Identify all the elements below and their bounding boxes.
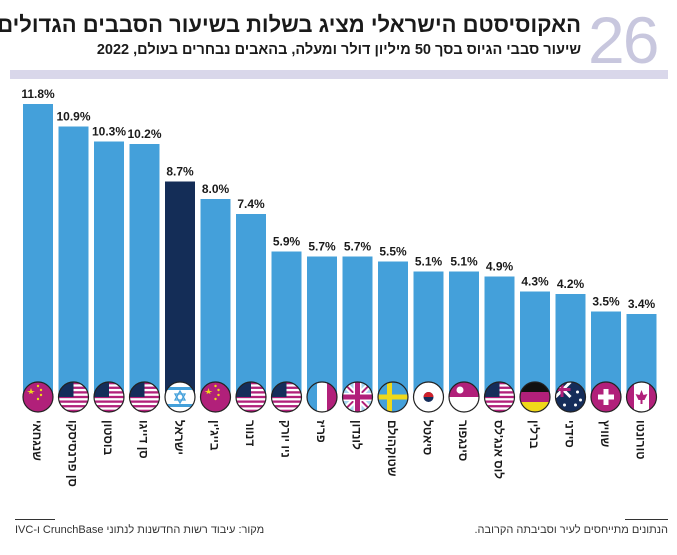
- value-label: 5.1%: [415, 255, 443, 269]
- australia-flag-icon: [554, 381, 587, 413]
- bar: [413, 271, 444, 399]
- value-label: 11.8%: [21, 87, 55, 101]
- usa-flag-icon: [57, 381, 90, 413]
- bar: [449, 271, 479, 399]
- note-divider: [625, 519, 668, 520]
- usa-flag-icon: [128, 381, 161, 413]
- header-band: [10, 70, 668, 79]
- south-korea-flag-icon: [412, 381, 445, 413]
- bar: [484, 276, 515, 399]
- bar: [129, 144, 160, 399]
- category-label: בוסטון: [101, 420, 115, 456]
- usa-flag-icon: [270, 381, 303, 413]
- footnote: הנתונים מתייחסים לעיר וסביבתה הקרובה.: [474, 524, 668, 536]
- figure-number: 26: [588, 3, 659, 77]
- value-label: 3.4%: [628, 297, 656, 311]
- china-flag-icon: [199, 381, 232, 413]
- bar: [520, 291, 550, 399]
- category-label: טורונטו: [633, 420, 648, 460]
- canada-flag-icon: [625, 381, 658, 413]
- category-label: סידני: [562, 420, 577, 448]
- value-label: 5.7%: [344, 240, 372, 254]
- singapore-flag-icon: [448, 381, 480, 413]
- israel-flag-icon: [164, 381, 196, 413]
- value-label: 5.7%: [308, 240, 336, 254]
- category-label: סן דייגו: [136, 420, 151, 459]
- bar: [236, 214, 266, 399]
- value-label: 8.7%: [166, 165, 194, 179]
- value-label: 5.1%: [450, 255, 478, 269]
- category-label: סינגפור: [456, 420, 470, 462]
- category-label: סיאטל: [420, 420, 435, 456]
- value-label: 4.2%: [557, 277, 585, 291]
- bar: [200, 199, 231, 399]
- chart-title: האקוסיסטם הישראלי מציג בשלות בשיעור הסבב…: [0, 12, 581, 37]
- chart-subtitle: שיעור סבבי הגיוס בסך 50 מיליון דולר ומעל…: [96, 42, 581, 58]
- value-label: 7.4%: [237, 197, 265, 211]
- bar: [94, 141, 124, 399]
- usa-flag-icon: [483, 381, 516, 413]
- bar: [165, 181, 195, 399]
- category-label: שנגחאי: [30, 420, 44, 461]
- category-label: ישראל: [172, 420, 186, 456]
- category-label: לוס אנג'לס: [491, 420, 506, 480]
- value-label: 10.2%: [127, 127, 161, 141]
- china-flag-icon: [22, 381, 54, 413]
- category-label: ניו יורק: [278, 420, 293, 458]
- bar: [378, 261, 408, 399]
- switzerland-flag-icon: [590, 381, 622, 413]
- bar: [23, 104, 53, 399]
- value-label: 10.3%: [92, 125, 126, 139]
- bar: [342, 256, 373, 399]
- category-label: פריז: [314, 420, 328, 443]
- germany-flag-icon: [519, 381, 551, 413]
- uk-flag-icon: [341, 381, 374, 413]
- bar: [271, 251, 302, 399]
- category-label: ברלין: [527, 420, 541, 449]
- value-label: 5.9%: [273, 235, 301, 249]
- usa-flag-icon: [235, 381, 267, 413]
- category-label: בייג'ין: [207, 420, 222, 451]
- value-label: 4.3%: [521, 275, 549, 289]
- source-divider: [15, 519, 55, 520]
- value-label: 3.5%: [592, 295, 620, 309]
- category-label: סן פרנסיסקו: [65, 420, 80, 487]
- category-label: לונדון: [349, 420, 364, 450]
- value-label: 4.9%: [486, 260, 514, 274]
- france-flag-icon: [306, 381, 338, 413]
- bar: [58, 126, 89, 399]
- usa-flag-icon: [93, 381, 125, 413]
- category-label: דנוור: [243, 420, 257, 447]
- category-label: שוויץ: [598, 420, 612, 448]
- category-label: שטוקהולם: [385, 420, 399, 477]
- source-text: מקור: עיבוד רשות החדשנות לנתוני CrunchBa…: [15, 524, 265, 536]
- value-label: 5.5%: [379, 245, 407, 259]
- value-label: 10.9%: [56, 110, 90, 124]
- bar: [307, 256, 337, 399]
- sweden-flag-icon: [377, 381, 409, 413]
- value-label: 8.0%: [202, 182, 230, 196]
